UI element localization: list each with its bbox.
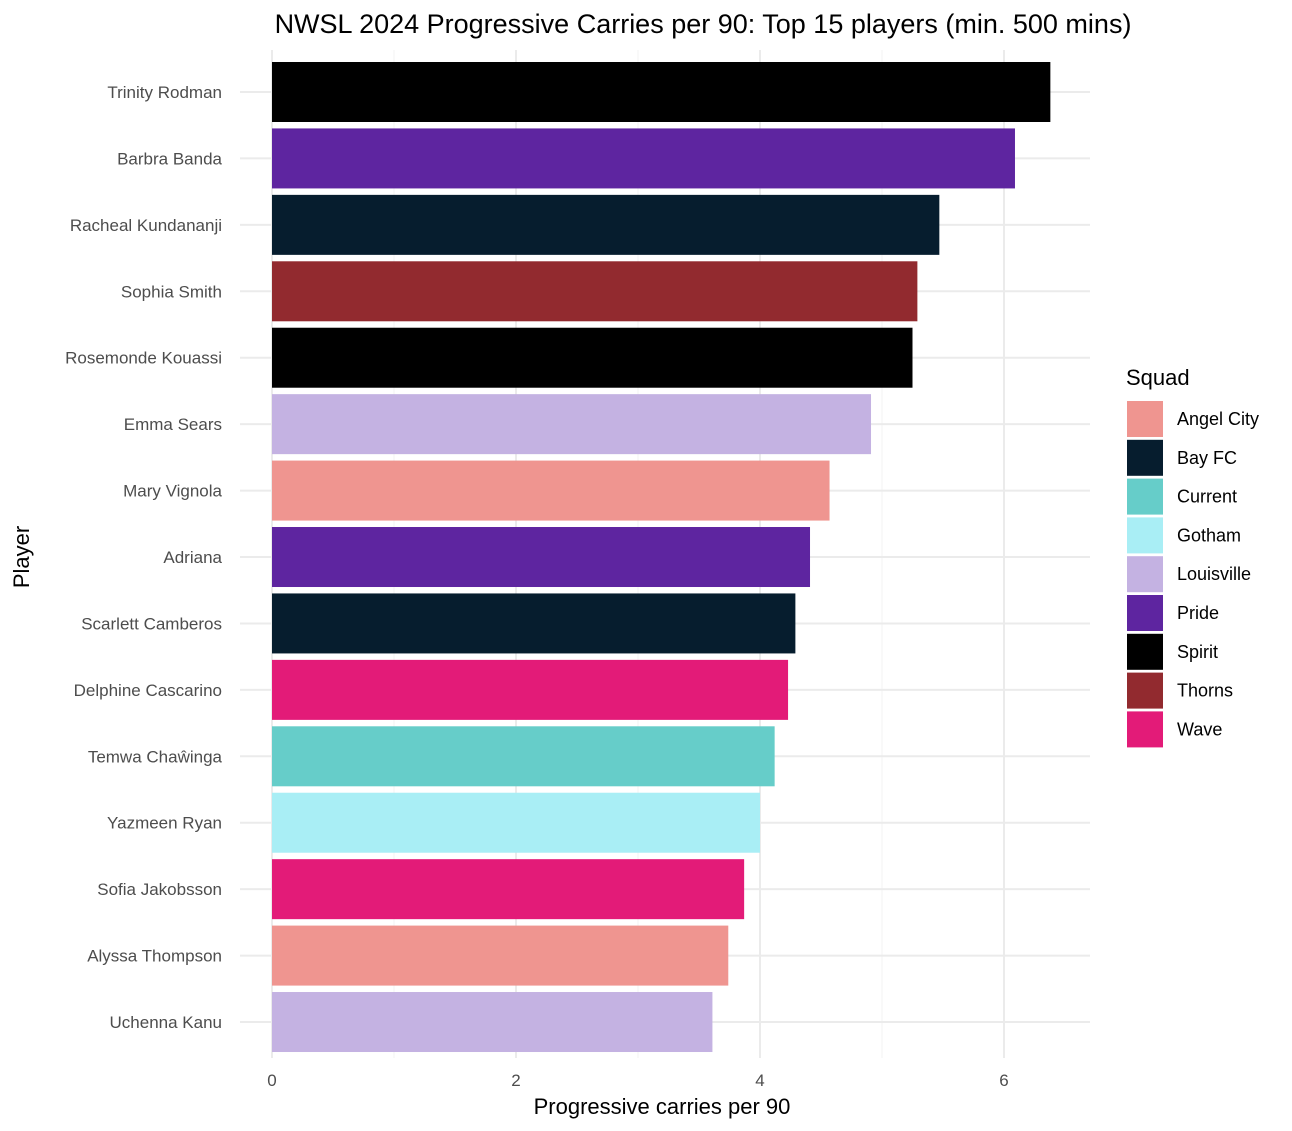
x-axis-title: Progressive carries per 90 [534,1094,791,1119]
y-axis-title: Player [9,526,34,588]
bar [272,460,830,521]
legend-label: Thorns [1177,681,1233,701]
y-tick-label: Alyssa Thompson [87,947,222,966]
y-tick-label: Barbra Banda [117,149,222,168]
legend: Squad Angel City Bay FC Current Gotham Louis… [1126,365,1259,748]
legend-label: Louisville [1177,564,1251,584]
bar [272,792,760,853]
legend-swatch [1127,478,1163,515]
legend-swatch [1127,595,1163,631]
y-tick-label: Rosemonde Kouassi [65,349,222,368]
x-tick-label: 2 [511,1071,520,1090]
y-tick-labels: Trinity Rodman Barbra Banda Racheal Kundan… [65,83,222,1032]
bar [272,394,872,455]
legend-label: Bay FC [1177,448,1237,468]
y-tick-label: Emma Sears [124,415,222,434]
legend-swatch [1127,517,1163,554]
legend-label: Current [1177,487,1237,507]
legend-swatch [1127,556,1163,593]
y-tick-label: Temwa Chaŵinga [88,747,223,766]
y-tick-label: Mary Vignola [123,482,222,501]
legend-label: Wave [1177,719,1222,739]
bar [272,593,796,654]
x-tick-label: 4 [755,1071,764,1090]
bars [272,62,1051,1053]
legend-swatch [1127,711,1163,748]
legend-label: Spirit [1177,642,1218,662]
x-tick-labels: 0 2 4 6 [267,1071,1008,1090]
bar [272,527,811,588]
y-tick-label: Adriana [163,548,222,567]
x-tick-label: 6 [999,1071,1008,1090]
x-tick-label: 0 [267,1071,276,1090]
bar [272,62,1051,122]
legend-swatch [1127,633,1163,670]
bar [272,992,713,1053]
legend-title: Squad [1126,365,1190,390]
y-tick-label: Yazmeen Ryan [107,814,222,833]
y-tick-label: Racheal Kundananji [70,216,222,235]
legend-label: Angel City [1177,409,1259,429]
y-tick-label: Delphine Cascarino [74,681,222,700]
y-tick-label: Trinity Rodman [107,83,222,102]
y-tick-label: Uchenna Kanu [110,1013,222,1032]
bar [272,194,940,255]
y-tick-label: Sofia Jakobsson [97,880,222,899]
bar [272,327,913,388]
bar [272,659,789,720]
y-tick-label: Sophia Smith [121,282,222,301]
legend-swatch [1127,401,1163,437]
bar [272,859,745,920]
bar [272,726,775,787]
bar [272,128,1015,189]
legend-swatch [1127,439,1163,476]
bar [272,261,918,322]
legend-label: Gotham [1177,525,1241,545]
legend-swatch [1127,672,1163,709]
legend-label: Pride [1177,603,1219,623]
bar [272,925,729,986]
chart-title: NWSL 2024 Progressive Carries per 90: To… [275,9,1132,39]
y-tick-label: Scarlett Camberos [81,614,222,633]
